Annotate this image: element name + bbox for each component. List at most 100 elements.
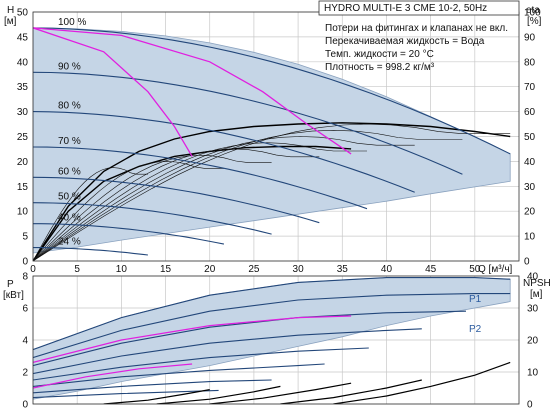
- eta-tick-label: 0: [524, 257, 530, 268]
- npsh-curve: [156, 385, 281, 404]
- head-tick-label: 40: [17, 57, 29, 68]
- head-tick-label: 45: [17, 32, 29, 43]
- power-curve: [33, 363, 325, 387]
- power-axis-unit: [кВт]: [3, 290, 24, 301]
- head-tick-label: 35: [17, 82, 29, 93]
- eta-axis-unit: [%]: [527, 16, 542, 27]
- speed-curve: [33, 71, 463, 175]
- info-line-4: Плотность = 998.2 кг/м³: [325, 62, 435, 73]
- head-tick-label: 0: [22, 257, 28, 268]
- speed-labels: 100 % 90 % 80 % 70 % 60 % 50 % 40 % 24 %: [58, 17, 86, 248]
- efficiency-curve: [33, 129, 463, 261]
- speed-curve: [33, 176, 320, 224]
- speed-label: 60 %: [58, 166, 81, 177]
- power-range-area: [33, 277, 511, 400]
- power-tick-label: 2: [22, 368, 28, 379]
- efficiency-curve: [33, 154, 272, 261]
- head-tick-label: 20: [17, 157, 29, 168]
- npsh-tick-label: 30: [527, 304, 539, 315]
- limit-curves: [33, 27, 352, 157]
- efficiency-curves: [33, 122, 511, 261]
- head-efficiency-plot: 0 5 10 15 20 25 30 35 40 45 50 0 5 10 15 20 25 30 35 40 45 50…: [4, 0, 542, 275]
- power-curves: [33, 277, 511, 399]
- series-label-p1: P1: [469, 294, 482, 305]
- head-tick-label: 10: [17, 207, 29, 218]
- npsh-tick-label: 10: [527, 368, 539, 379]
- power-curve: [33, 328, 422, 375]
- efficiency-curve: [33, 122, 511, 261]
- head-tick-label: 50: [17, 8, 29, 19]
- npsh-curve: [333, 361, 511, 404]
- flow-tick-label: 40: [381, 264, 393, 275]
- flow-tick-label: 5: [74, 264, 80, 275]
- npsh-axis-unit: [м]: [530, 289, 543, 300]
- speed-label: 90 %: [58, 61, 81, 72]
- speed-label: 80 %: [58, 101, 81, 112]
- flow-tick-label: 15: [160, 264, 172, 275]
- speed-curve: [33, 27, 511, 155]
- npsh-tick-label: 40: [527, 272, 539, 283]
- eta-tick-label: 10: [524, 232, 536, 243]
- power-tick-label: 4: [22, 336, 28, 347]
- power-curve: [33, 277, 511, 351]
- speed-label: 50 %: [58, 192, 81, 203]
- head-axis-unit: [м]: [4, 16, 17, 27]
- head-axis-label: H: [7, 5, 14, 16]
- eta-tick-label: 80: [524, 57, 536, 68]
- flow-tick-label: 35: [337, 264, 349, 275]
- power-limit-curves: [33, 315, 352, 389]
- power-tick-label: 0: [22, 400, 28, 411]
- info-line-3: Темп. жидкости = 20 °C: [325, 49, 434, 60]
- head-tick-label: 5: [22, 232, 28, 243]
- head-tick-label: 25: [17, 132, 29, 143]
- head-tick-label: 30: [17, 107, 29, 118]
- power-curve: [33, 379, 272, 394]
- speed-curve: [33, 111, 415, 193]
- speed-curve: [33, 223, 225, 245]
- speed-label: 40 %: [58, 213, 81, 224]
- efficiency-curve: [33, 148, 320, 261]
- flow-tick-label: 0: [30, 264, 36, 275]
- flow-tick-label: 25: [248, 264, 260, 275]
- flow-tick-label: 45: [425, 264, 437, 275]
- info-line-2: Перекачиваемая жидкость = Вода: [325, 36, 485, 47]
- eta-axis-label: eta: [526, 5, 540, 16]
- eta-tick-label: 70: [524, 82, 536, 93]
- head-tick-label: 15: [17, 182, 29, 193]
- power-curve: [33, 389, 219, 399]
- limit-curve: [33, 27, 193, 157]
- speed-label: 70 %: [58, 136, 81, 147]
- speed-curve: [33, 146, 368, 210]
- power-tick-label: 8: [22, 272, 28, 283]
- power-tick-labels: 0 2 4 6 8 0 10 20 30 40: [22, 272, 538, 411]
- power-curve: [33, 293, 511, 359]
- limit-curve: [33, 27, 352, 155]
- npsh-curve: [209, 382, 352, 404]
- npsh-axis-label: NPSH: [523, 278, 551, 289]
- power-plot-frame: [32, 275, 520, 405]
- eta-tick-label: 50: [524, 132, 536, 143]
- npsh-tick-label: 0: [527, 400, 533, 411]
- eta-tick-label: 30: [524, 182, 536, 193]
- flow-axis-label: Q [м³/ч]: [478, 264, 513, 275]
- npsh-curve: [103, 389, 210, 404]
- flow-tick-label: 20: [204, 264, 216, 275]
- speed-curve: [33, 202, 272, 235]
- speed-curves: [33, 27, 511, 256]
- series-label-p2: P2: [469, 324, 482, 335]
- efficiency-curve: [33, 145, 352, 261]
- flow-tick-label: 10: [116, 264, 128, 275]
- efficiency-curve: [33, 123, 511, 261]
- efficiency-curve: [33, 136, 415, 261]
- flow-tick-label: 30: [293, 264, 305, 275]
- npsh-curve: [280, 379, 422, 404]
- efficiency-curve: [33, 167, 148, 261]
- info-line-1: Потери на фитингах и клапанах не вкл.: [325, 22, 508, 34]
- power-limit-curve: [33, 363, 193, 389]
- info-box: [318, 0, 520, 16]
- eta-tick-label: 60: [524, 107, 536, 118]
- head-plot-frame: [32, 11, 520, 262]
- npsh-tick-label: 20: [527, 336, 539, 347]
- speed-label: 100 %: [58, 17, 86, 28]
